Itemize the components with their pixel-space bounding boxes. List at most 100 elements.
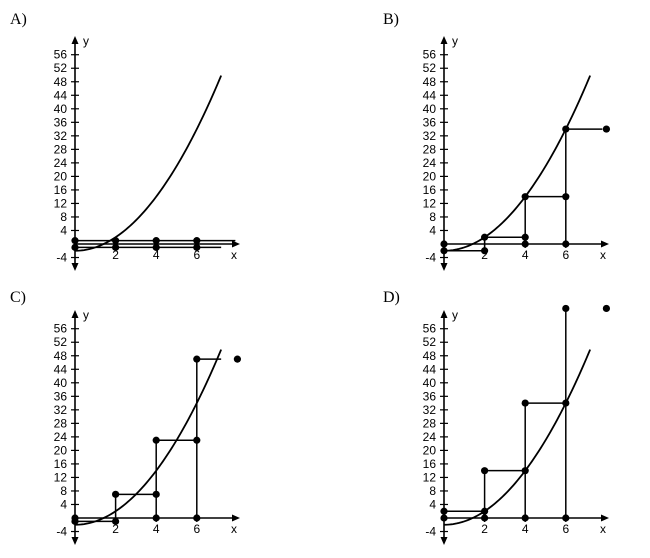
x-axis-label: x — [600, 248, 606, 262]
data-point — [481, 247, 489, 255]
y-tick-label: 36 — [423, 115, 437, 129]
y-tick-label: -4 — [425, 251, 436, 265]
y-tick-label: -4 — [56, 251, 67, 265]
data-point — [193, 436, 201, 444]
y-tick-label: 32 — [54, 129, 68, 143]
data-point — [193, 514, 201, 522]
y-tick-label: 8 — [429, 210, 436, 224]
x-tick-label: 6 — [193, 248, 200, 262]
y-tick-label: 56 — [423, 322, 437, 336]
data-point — [562, 240, 570, 248]
y-tick-label: 20 — [423, 443, 437, 457]
y-axis-arrow-down — [71, 537, 79, 545]
y-axis-arrow-down — [440, 263, 448, 271]
y-axis-arrow-up — [440, 310, 448, 318]
y-tick-label: 56 — [54, 322, 68, 336]
y-tick-label: 8 — [429, 484, 436, 498]
y-tick-label: 44 — [423, 88, 437, 102]
data-point — [193, 237, 201, 245]
y-tick-label: 52 — [423, 335, 437, 349]
y-tick-label: 56 — [423, 48, 437, 62]
y-tick-label: 24 — [54, 430, 68, 444]
data-point — [562, 304, 570, 313]
y-tick-label: 20 — [423, 169, 437, 183]
x-axis-label: x — [600, 522, 606, 536]
y-tick-label: 28 — [54, 416, 68, 430]
y-tick-label: 40 — [423, 102, 437, 116]
data-point — [152, 490, 160, 498]
x-tick-label: 4 — [522, 522, 529, 536]
curve-line — [443, 75, 591, 252]
data-point — [112, 517, 120, 525]
data-point — [481, 507, 489, 515]
x-axis-label: x — [231, 522, 237, 536]
y-axis-label: y — [452, 34, 458, 48]
y-tick-label: 12 — [54, 196, 68, 210]
data-point — [521, 240, 529, 248]
y-tick-label: 24 — [423, 156, 437, 170]
curve-line — [74, 349, 222, 526]
y-axis-label: y — [83, 34, 89, 48]
y-axis-arrow-up — [440, 36, 448, 44]
y-tick-label: 20 — [54, 443, 68, 457]
panel-label: C) — [10, 289, 26, 306]
y-tick-label: 36 — [54, 115, 68, 129]
y-tick-label: 44 — [54, 362, 68, 376]
y-tick-label: 48 — [54, 75, 68, 89]
curve-line — [443, 349, 591, 526]
y-tick-label: 8 — [60, 484, 67, 498]
y-tick-label: 32 — [54, 403, 68, 417]
x-tick-label: 4 — [153, 248, 160, 262]
data-point — [152, 243, 160, 251]
y-tick-label: 8 — [60, 210, 67, 224]
y-axis-label: y — [83, 308, 89, 322]
y-axis-arrow-up — [71, 36, 79, 44]
y-tick-label: 12 — [423, 196, 437, 210]
data-point — [440, 247, 448, 255]
x-tick-label: 6 — [562, 248, 569, 262]
y-tick-label: 12 — [54, 470, 68, 484]
data-point — [602, 125, 611, 133]
y-axis-arrow-up — [71, 310, 79, 318]
y-tick-label: 16 — [423, 457, 437, 471]
x-axis-arrow — [601, 514, 609, 522]
x-tick-label: 6 — [193, 522, 200, 536]
data-point — [440, 514, 448, 522]
x-tick-label: 2 — [481, 248, 488, 262]
y-tick-label: 24 — [54, 156, 68, 170]
data-point — [112, 243, 120, 251]
panel-label: B) — [383, 11, 399, 28]
y-tick-label: 32 — [423, 403, 437, 417]
y-tick-label: 16 — [54, 457, 68, 471]
y-tick-label: 16 — [423, 183, 437, 197]
y-tick-label: 44 — [423, 362, 437, 376]
data-point — [152, 436, 160, 444]
data-point — [71, 243, 79, 251]
data-point — [112, 237, 120, 245]
y-tick-label: 4 — [60, 497, 67, 511]
data-point — [152, 514, 160, 522]
x-tick-label: 6 — [562, 522, 569, 536]
data-point — [481, 233, 489, 241]
y-tick-label: 32 — [423, 129, 437, 143]
y-tick-label: 40 — [54, 376, 68, 390]
panel-label: D) — [383, 289, 400, 306]
x-axis-arrow — [601, 240, 609, 248]
data-point — [521, 233, 529, 241]
data-point — [562, 514, 570, 522]
data-point — [521, 399, 529, 407]
data-point — [481, 467, 489, 475]
y-tick-label: 36 — [423, 389, 437, 403]
y-tick-label: 24 — [423, 430, 437, 444]
data-point — [562, 125, 570, 133]
y-tick-label: 52 — [423, 61, 437, 75]
data-point — [152, 237, 160, 245]
y-axis-arrow-down — [71, 263, 79, 271]
data-point — [562, 193, 570, 201]
y-tick-label: 40 — [54, 102, 68, 116]
data-point — [71, 237, 79, 245]
